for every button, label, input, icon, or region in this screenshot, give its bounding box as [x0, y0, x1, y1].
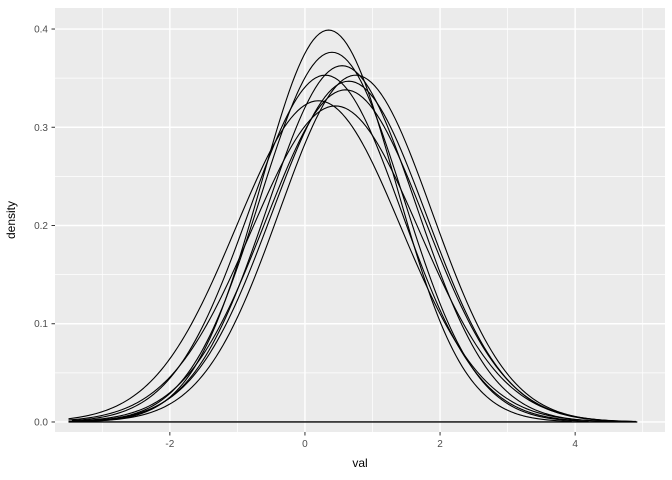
y-tick-label: 0.4 — [34, 25, 48, 36]
x-axis-title: val — [352, 456, 367, 470]
x-tick-label: 2 — [437, 439, 443, 450]
x-tick-label: 4 — [572, 439, 578, 450]
density-curve — [68, 100, 616, 423]
density-curve — [75, 51, 589, 422]
y-tick-label: 0.2 — [34, 221, 48, 232]
y-tick-label: 0.1 — [34, 319, 48, 330]
x-tick-label: -2 — [165, 439, 174, 450]
y-axis-title: density — [4, 201, 18, 239]
density-curve — [68, 80, 623, 423]
y-tick-label: 0.3 — [34, 123, 48, 134]
density-curve — [82, 74, 633, 423]
y-tick-label: 0.0 — [34, 417, 48, 428]
x-tick-label: 0 — [302, 439, 308, 450]
